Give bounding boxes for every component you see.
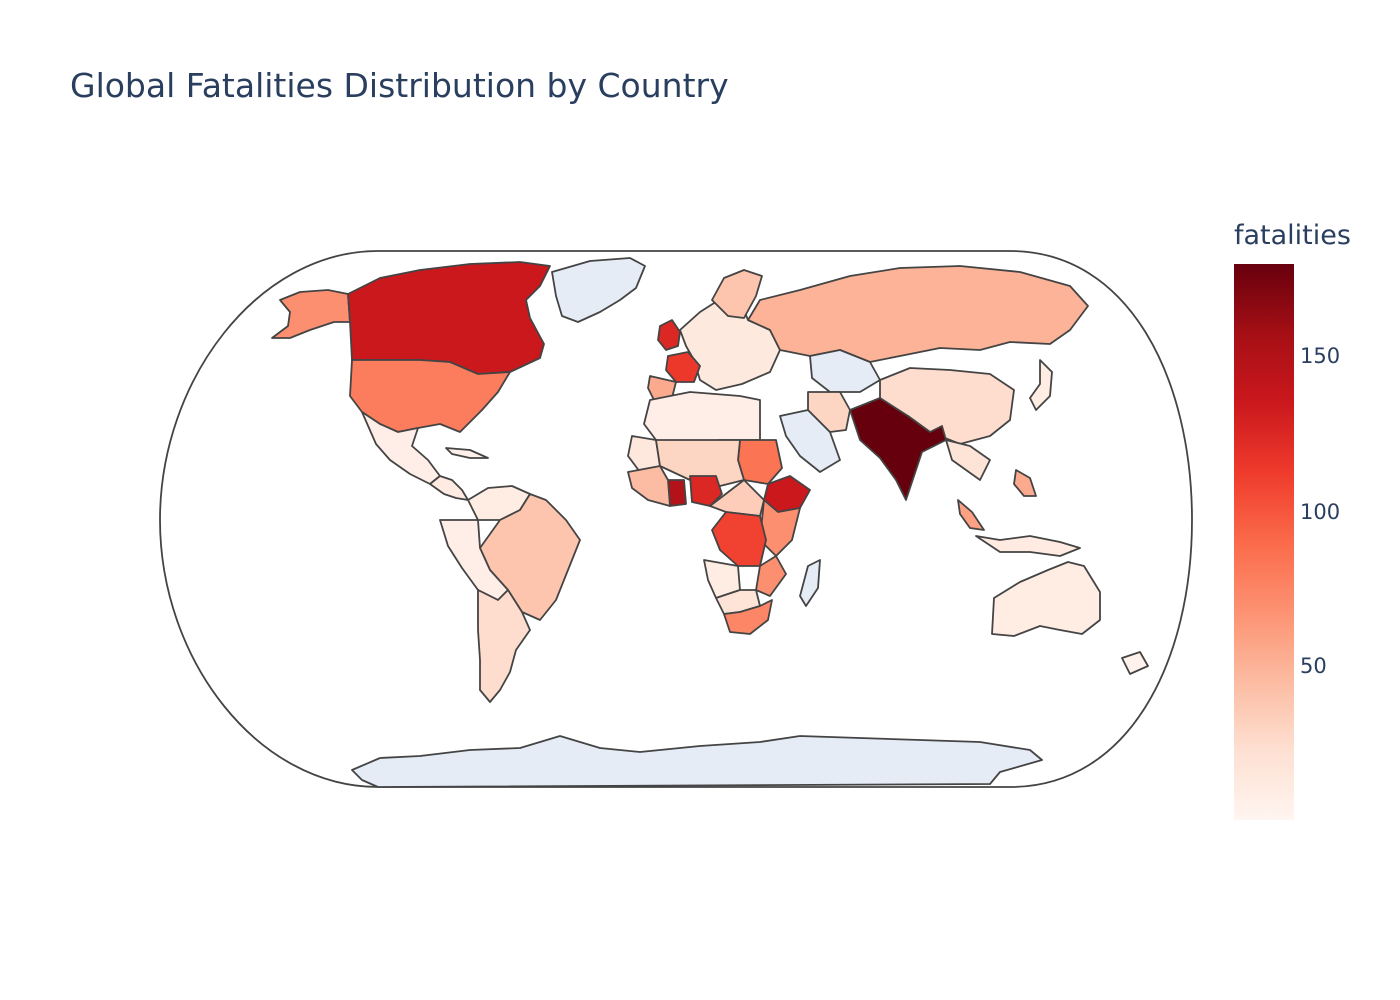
country-new-zealand[interactable] [1121, 651, 1149, 675]
country-ghana[interactable] [667, 479, 687, 507]
country-dr-congo[interactable] [711, 511, 767, 567]
country-west-africa-coast[interactable] [627, 465, 671, 507]
colorbar-tick-50: 50 [1300, 654, 1327, 678]
country-canada[interactable] [347, 261, 551, 375]
country-madagascar[interactable] [799, 559, 821, 607]
country-south-africa[interactable] [723, 599, 773, 635]
country-iran[interactable] [807, 391, 851, 433]
country-scandinavia[interactable] [711, 269, 763, 319]
country-central-africa[interactable] [709, 479, 765, 517]
country-greenland[interactable] [551, 257, 646, 323]
country-india[interactable] [849, 397, 947, 501]
country-antarctica[interactable] [351, 735, 1043, 788]
country-malaysia[interactable] [957, 499, 985, 531]
country-alaska[interactable] [271, 289, 351, 339]
country-united-kingdom[interactable] [657, 319, 681, 351]
country-japan[interactable] [1029, 359, 1053, 411]
colorbar-tick-100: 100 [1300, 500, 1341, 524]
country-mexico[interactable] [361, 411, 441, 485]
country-southeast-asia[interactable] [945, 439, 991, 481]
colorbar-title: fatalities [1234, 220, 1351, 251]
country-france[interactable] [665, 351, 701, 383]
country-indonesia[interactable] [975, 535, 1081, 557]
country-central-america[interactable] [429, 475, 469, 501]
country-nigeria[interactable] [689, 475, 723, 507]
country-kazakhstan[interactable] [809, 349, 881, 393]
country-australia[interactable] [991, 561, 1101, 637]
country-cuba[interactable] [445, 447, 489, 459]
chart-title: Global Fatalities Distribution by Countr… [70, 66, 729, 105]
country-north-africa[interactable] [643, 391, 761, 445]
colorbar [1234, 264, 1294, 820]
country-mozambique[interactable] [755, 555, 787, 597]
country-philippines[interactable] [1013, 469, 1037, 497]
country-argentina[interactable] [477, 589, 531, 703]
colorbar-tick-150: 150 [1300, 344, 1341, 368]
